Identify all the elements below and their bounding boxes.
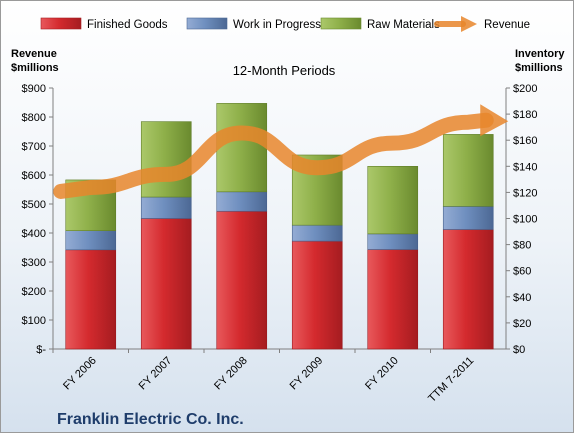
legend-label-raw-materials: Raw Materials <box>367 19 440 31</box>
right-axis-title-line2: $millions <box>515 62 563 74</box>
legend-label-finished-goods: Finished Goods <box>87 19 168 31</box>
bar-work-in-progress <box>66 231 116 250</box>
x-tick-label: FY 2006 <box>61 355 99 393</box>
right-tick-label: $60 <box>513 266 531 278</box>
right-tick-label: $140 <box>513 161 537 173</box>
left-tick-label: $900 <box>22 83 46 95</box>
bar-finished-goods <box>66 250 116 349</box>
x-tick-label: TTM 7-2011 <box>426 355 476 405</box>
left-tick-label: $100 <box>22 315 46 327</box>
left-axis-title-line2: $millions <box>11 62 59 74</box>
legend-label-revenue: Revenue <box>484 19 530 31</box>
chart-subtitle: 12-Month Periods <box>233 63 336 78</box>
legend: Finished Goods Work in Progress Raw Mate… <box>41 16 530 32</box>
x-tick-label: FY 2009 <box>288 355 326 393</box>
left-tick-label: $500 <box>22 199 46 211</box>
left-tick-label: $400 <box>22 228 46 240</box>
revenue-line <box>61 120 487 191</box>
left-tick-label: $300 <box>22 257 46 269</box>
legend-swatch-finished-goods <box>41 18 81 29</box>
bar-raw-materials <box>217 103 267 191</box>
left-tick-label: $200 <box>22 286 46 298</box>
left-axis-ticks: $- $100 $200 $300 $400 $500 $600 $700 $800 $900 <box>22 83 53 356</box>
bar-finished-goods <box>368 250 418 349</box>
right-tick-label: $200 <box>513 83 537 95</box>
x-tick-label: FY 2010 <box>363 355 401 393</box>
chart-title: Franklin Electric Co. Inc. <box>57 411 244 428</box>
bar-finished-goods <box>292 241 342 349</box>
legend-swatch-work-in-progress <box>187 18 227 29</box>
bar-work-in-progress <box>368 234 418 250</box>
bar-work-in-progress <box>141 197 191 218</box>
x-tick-label: FY 2008 <box>212 355 250 393</box>
left-tick-label: $800 <box>22 112 46 124</box>
revenue-series <box>61 104 509 191</box>
right-tick-label: $100 <box>513 214 537 226</box>
revenue-arrowhead <box>480 104 508 136</box>
bar-raw-materials <box>443 134 493 206</box>
right-tick-label: $160 <box>513 135 537 147</box>
right-tick-label: $20 <box>513 318 531 330</box>
bar-work-in-progress <box>443 206 493 229</box>
right-tick-label: $120 <box>513 187 537 199</box>
bar-raw-materials <box>368 166 418 234</box>
legend-swatch-raw-materials <box>321 18 361 29</box>
legend-swatch-revenue <box>437 16 477 32</box>
legend-label-work-in-progress: Work in Progress <box>233 19 321 31</box>
right-tick-label: $180 <box>513 109 537 121</box>
bar-finished-goods <box>141 219 191 350</box>
bar-work-in-progress <box>217 192 267 211</box>
right-tick-label: $80 <box>513 240 531 252</box>
right-axis-title-line1: Inventory <box>515 48 565 60</box>
bar-raw-materials <box>141 122 191 197</box>
left-tick-label: $700 <box>22 141 46 153</box>
x-axis-tick-labels: FY 2006 FY 2007 FY 2008 FY 2009 FY 2010 TTM 7… <box>53 349 476 405</box>
right-tick-label: $40 <box>513 292 531 304</box>
left-tick-label: $600 <box>22 170 46 182</box>
bar-work-in-progress <box>292 225 342 241</box>
right-tick-label: $0 <box>513 344 525 356</box>
right-axis-ticks: $0 $20 $40 $60 $80 $100 $120 $140 $160 $180 $200 <box>506 83 537 356</box>
left-tick-label: $- <box>36 344 46 356</box>
left-axis-title-line1: Revenue <box>11 48 57 60</box>
x-tick-label: FY 2007 <box>137 355 175 393</box>
bar-finished-goods <box>443 230 493 349</box>
bar-finished-goods <box>217 211 267 349</box>
